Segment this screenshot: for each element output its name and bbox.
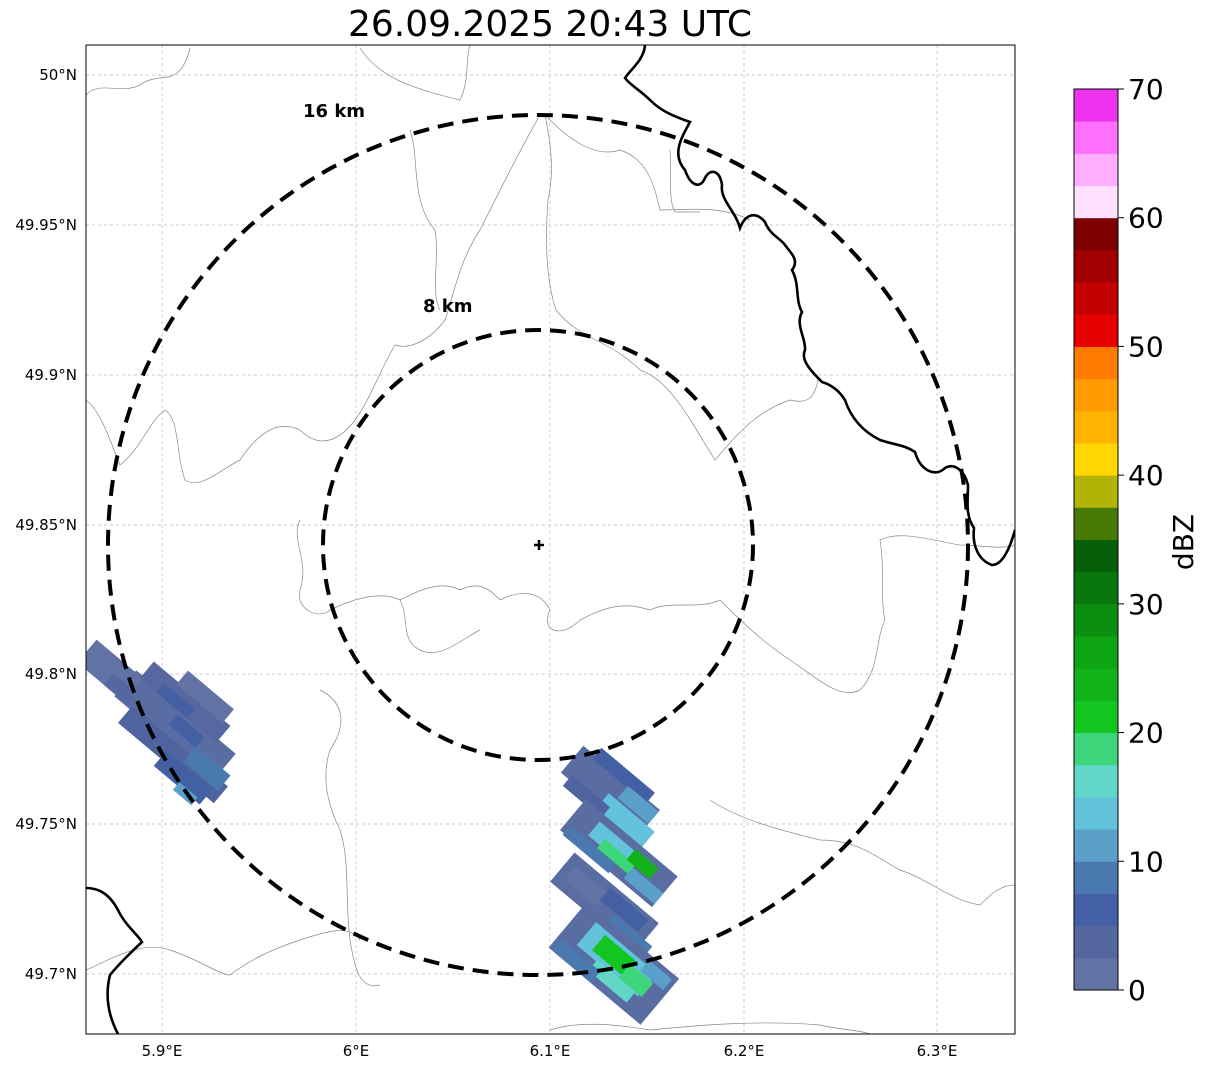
colorbar-tick-label: 40: [1128, 459, 1164, 492]
lon-tick-label: 6.3°E: [917, 1042, 958, 1060]
colorbar-swatch: [1074, 636, 1118, 669]
lon-tick-label: 6.2°E: [724, 1042, 765, 1060]
colorbar-swatch: [1074, 925, 1118, 959]
colorbar-tick-label: 20: [1128, 717, 1164, 750]
colorbar-swatch: [1074, 861, 1118, 894]
gridlines: [86, 45, 1015, 1034]
colorbar-swatch: [1074, 89, 1118, 122]
map-area[interactable]: [86, 45, 1015, 1034]
municipal-boundaries: [86, 45, 1015, 1034]
colorbar-swatch: [1074, 475, 1118, 508]
range-ring-16km: [106, 113, 970, 977]
colorbar-swatch: [1074, 829, 1118, 862]
lat-tick-label: 49.95°N: [15, 216, 77, 234]
colorbar-swatch: [1074, 282, 1118, 315]
colorbar-swatch: [1074, 957, 1118, 991]
colorbar-swatch: [1074, 410, 1118, 444]
colorbar-swatch: [1074, 796, 1118, 830]
map-frame: [85, 44, 1016, 1035]
lat-tick-label: 50°N: [39, 66, 77, 84]
colorbar-swatch: [1074, 764, 1118, 798]
latitude-axis: 50°N 49.95°N 49.9°N 49.85°N 49.8°N 49.75…: [15, 66, 77, 983]
colorbar-swatch: [1074, 668, 1118, 701]
lat-tick-label: 49.85°N: [15, 516, 77, 534]
lat-tick-label: 49.75°N: [15, 815, 77, 833]
lat-tick-label: 49.8°N: [25, 665, 77, 683]
colorbar-ticks: 0 10 20 30 40 50 60 70: [1118, 73, 1164, 1007]
range-ring-8km: [321, 328, 755, 762]
map-title: 26.09.2025 20:43 UTC: [347, 4, 753, 45]
colorbar-swatch: [1074, 571, 1118, 605]
lat-tick-label: 49.7°N: [25, 965, 77, 983]
colorbar-swatch: [1074, 185, 1118, 219]
colorbar-swatch: [1074, 314, 1118, 347]
radar-site-marker: [534, 540, 544, 550]
colorbar-swatch: [1074, 700, 1118, 734]
ring-label-8km: 8 km: [423, 296, 473, 317]
lat-tick-label: 49.9°N: [25, 366, 77, 384]
lon-tick-label: 5.9°E: [142, 1042, 183, 1060]
colorbar-swatch: [1074, 378, 1118, 412]
ring-label-16km: 16 km: [303, 101, 365, 122]
colorbar-swatches: [1074, 89, 1118, 991]
colorbar-swatch: [1074, 507, 1118, 540]
colorbar-tick-label: 0: [1128, 974, 1146, 1007]
colorbar-tick-label: 10: [1128, 845, 1164, 878]
colorbar-swatch: [1074, 603, 1118, 637]
colorbar-swatch: [1074, 893, 1118, 927]
colorbar-swatch: [1074, 249, 1118, 283]
lon-tick-label: 6.1°E: [530, 1042, 571, 1060]
colorbar-swatch: [1074, 346, 1118, 380]
colorbar-swatch: [1074, 442, 1118, 476]
colorbar-swatch: [1074, 732, 1118, 766]
echo-west-cell[interactable]: [54, 613, 268, 816]
colorbar: 0 10 20 30 40 50 60 70 dBZ: [1073, 73, 1200, 1007]
colorbar-tick-label: 70: [1128, 73, 1164, 106]
colorbar-swatch: [1074, 539, 1118, 573]
national-borders: [86, 45, 1015, 1034]
colorbar-tick-label: 60: [1128, 202, 1164, 235]
colorbar-swatch: [1074, 153, 1118, 187]
colorbar-tick-label: 30: [1128, 588, 1164, 621]
longitude-axis: 5.9°E 6°E 6.1°E 6.2°E 6.3°E: [142, 1042, 958, 1060]
colorbar-swatch: [1074, 121, 1118, 154]
colorbar-frame: [1073, 88, 1119, 991]
colorbar-label: dBZ: [1167, 514, 1200, 570]
echo-south-cell[interactable]: [548, 738, 680, 1025]
colorbar-swatch: [1074, 217, 1118, 251]
colorbar-tick-label: 50: [1128, 330, 1164, 363]
lon-tick-label: 6°E: [343, 1042, 370, 1060]
